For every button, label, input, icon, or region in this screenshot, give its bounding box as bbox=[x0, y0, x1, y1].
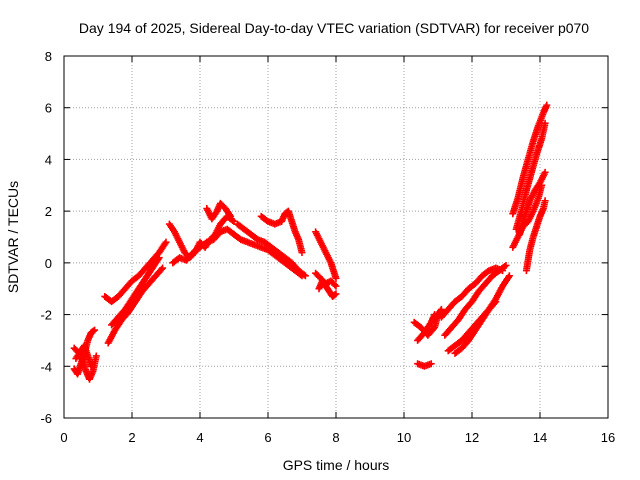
x-tick-labels: 0 2 4 6 8 10 12 14 16 bbox=[60, 430, 615, 445]
data-point-8-25 bbox=[227, 212, 235, 220]
data-point-21-38 bbox=[492, 298, 500, 306]
data-point-4-53 bbox=[159, 264, 167, 272]
x-tick-label-0: 0 bbox=[60, 430, 67, 445]
x-tick-label-8: 16 bbox=[601, 430, 615, 445]
x-axis-label: GPS time / hours bbox=[283, 457, 390, 473]
data-point-10-49 bbox=[300, 271, 308, 279]
data-track-6 bbox=[165, 212, 238, 262]
data-point-25-36 bbox=[538, 181, 546, 189]
data-point-23-58 bbox=[541, 119, 549, 127]
data-point-10-50 bbox=[301, 272, 309, 280]
data-point-26-39 bbox=[541, 197, 549, 205]
y-tick-label-3: 0 bbox=[45, 256, 52, 271]
data-track-26 bbox=[522, 197, 549, 275]
axis-ticks bbox=[63, 55, 609, 419]
data-point-24-36 bbox=[541, 168, 549, 176]
data-track-23 bbox=[512, 119, 549, 233]
data-track-11 bbox=[257, 207, 306, 257]
data-track-14 bbox=[312, 269, 340, 290]
data-point-3-52 bbox=[162, 238, 170, 246]
data-point-14-14 bbox=[331, 281, 339, 289]
data-track-21 bbox=[451, 298, 500, 357]
data-point-11-45 bbox=[298, 249, 306, 257]
x-tick-label-7: 14 bbox=[533, 430, 547, 445]
y-tick-label-2: -2 bbox=[40, 308, 52, 323]
y-tick-label-7: 8 bbox=[45, 49, 52, 64]
data-track-10 bbox=[233, 220, 309, 280]
data-track-19 bbox=[441, 261, 510, 339]
data-point-15-28 bbox=[437, 305, 445, 313]
x-tick-label-4: 8 bbox=[332, 430, 339, 445]
data-point-5-47 bbox=[155, 254, 163, 262]
x-tick-label-6: 12 bbox=[465, 430, 479, 445]
data-point-3-51 bbox=[161, 240, 169, 248]
data-point-6-60 bbox=[229, 216, 237, 224]
data-point-22-61 bbox=[543, 101, 551, 109]
grid bbox=[64, 56, 608, 418]
y-tick-label-4: 2 bbox=[45, 204, 52, 219]
y-axis-label: SDTVAR / TECUs bbox=[5, 181, 21, 293]
data-point-20-55 bbox=[504, 273, 512, 281]
data-track-18 bbox=[437, 264, 507, 321]
data-point-13-19 bbox=[331, 291, 339, 299]
data-point-15-27 bbox=[437, 307, 445, 315]
data-point-2-21 bbox=[87, 362, 95, 370]
chart-title: Day 194 of 2025, Sidereal Day-to-day VTE… bbox=[79, 20, 589, 36]
y-tick-label-0: -6 bbox=[40, 411, 52, 426]
y-tick-label-5: 4 bbox=[45, 152, 52, 167]
y-tick-label-6: 6 bbox=[45, 101, 52, 116]
data-points bbox=[70, 101, 551, 383]
data-point-14-15 bbox=[332, 282, 340, 290]
data-point-19-53 bbox=[501, 262, 509, 270]
y-tick-labels: -6 -4 -2 0 2 4 6 8 bbox=[40, 49, 52, 426]
data-track-2 bbox=[72, 342, 95, 370]
data-track-12 bbox=[312, 228, 340, 282]
x-tick-label-3: 6 bbox=[264, 430, 271, 445]
data-track-17 bbox=[414, 360, 435, 370]
data-point-19-54 bbox=[502, 261, 510, 269]
data-point-21-37 bbox=[491, 299, 499, 307]
data-point-4-52 bbox=[157, 265, 165, 273]
data-track-8 bbox=[203, 199, 235, 223]
data-point-12-27 bbox=[332, 274, 340, 282]
data-point-0-30 bbox=[89, 327, 97, 335]
data-point-1-33 bbox=[92, 352, 100, 360]
data-point-13-20 bbox=[332, 290, 340, 298]
data-track-16 bbox=[414, 311, 439, 344]
x-tick-label-2: 4 bbox=[196, 430, 203, 445]
data-track-3 bbox=[101, 238, 170, 306]
data-point-0-31 bbox=[91, 326, 99, 334]
data-point-16-18 bbox=[431, 311, 439, 319]
data-track-5 bbox=[108, 254, 163, 329]
x-tick-label-1: 2 bbox=[128, 430, 135, 445]
data-track-25 bbox=[509, 181, 546, 251]
x-tick-label-5: 10 bbox=[397, 430, 411, 445]
y-tick-label-1: -4 bbox=[40, 359, 52, 374]
data-point-20-56 bbox=[505, 272, 513, 280]
data-point-17-8 bbox=[427, 360, 435, 368]
data-track-7 bbox=[169, 225, 238, 267]
data-track-22 bbox=[509, 101, 551, 218]
data-point-5-46 bbox=[154, 255, 162, 263]
data-track-20 bbox=[444, 272, 513, 355]
